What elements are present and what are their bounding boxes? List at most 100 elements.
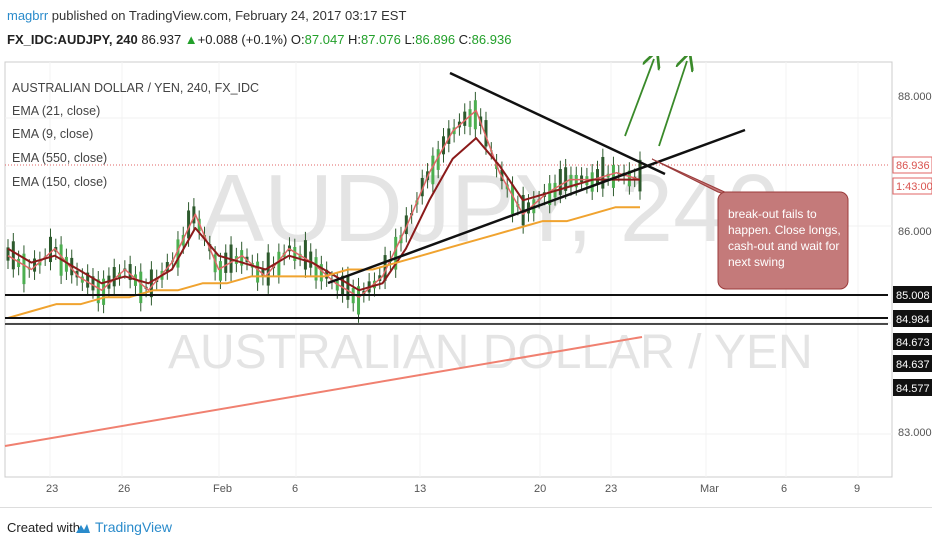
candle bbox=[569, 166, 573, 196]
annotation-line-2: happen. Close longs, bbox=[728, 223, 841, 237]
candle bbox=[149, 261, 153, 306]
symbol-line: FX_IDC:AUDJPY, 240 86.937 ▲+0.088 (+0.1%… bbox=[7, 32, 511, 47]
time-tick-mar: Mar bbox=[700, 483, 719, 495]
watermark-name: AUSTRALIAN DOLLAR / YEN bbox=[168, 326, 813, 379]
price-tick-88: 88.000 bbox=[898, 91, 932, 103]
breakout-arrow-1[interactable] bbox=[624, 59, 654, 137]
series-line-1[interactable] bbox=[7, 137, 640, 292]
candle bbox=[447, 120, 451, 153]
time-tick-9: 9 bbox=[854, 483, 860, 495]
price-tick-86: 86.000 bbox=[898, 226, 932, 238]
current-price-box bbox=[892, 156, 932, 174]
candle bbox=[590, 164, 594, 200]
candle bbox=[638, 151, 642, 200]
level-label-84673: 84.673 bbox=[896, 337, 930, 349]
legend-ema550[interactable]: EMA (550, close) bbox=[12, 151, 107, 165]
price-axis[interactable]: 88.000 86.000 83.000 86.936 1:43:00 85.0… bbox=[892, 91, 932, 439]
annotation-line-3: cash-out and wait for bbox=[728, 239, 839, 253]
last-price: 86.937 bbox=[141, 32, 182, 47]
publish-line: magbrr published on TradingView.com, Feb… bbox=[7, 8, 406, 23]
time-axis[interactable]: 23 26 Feb 6 13 20 23 Mar 6 9 bbox=[46, 483, 860, 495]
resistance-trendline[interactable] bbox=[449, 71, 666, 176]
candle bbox=[601, 148, 605, 197]
candle bbox=[91, 268, 95, 299]
plot-border bbox=[4, 61, 893, 478]
candle bbox=[309, 243, 313, 277]
price-change: +0.088 (+0.1%) bbox=[197, 32, 288, 47]
annotation-line-1: break-out fails to bbox=[728, 207, 817, 221]
candle bbox=[64, 248, 68, 281]
time-tick-6b: 6 bbox=[781, 483, 787, 495]
candle bbox=[564, 158, 568, 200]
level-box-84984 bbox=[893, 310, 932, 327]
tradingview-brand-link[interactable]: TradingView bbox=[95, 519, 173, 535]
candle bbox=[357, 277, 361, 323]
candle bbox=[441, 128, 445, 163]
candle bbox=[33, 250, 37, 280]
candle bbox=[611, 156, 615, 197]
low-value: 86.896 bbox=[415, 32, 456, 47]
lower-indicator-line[interactable] bbox=[4, 336, 643, 447]
candle bbox=[484, 111, 488, 155]
candle bbox=[463, 103, 467, 135]
candle bbox=[192, 198, 196, 232]
countdown-label: 1:43:00 bbox=[896, 181, 932, 193]
watermark-symbol: AUDJPY, 240 bbox=[200, 155, 780, 262]
candle bbox=[293, 238, 297, 270]
level-box-84577 bbox=[893, 379, 932, 396]
level-box-84673 bbox=[893, 333, 932, 350]
candle bbox=[176, 231, 180, 276]
candle bbox=[580, 167, 584, 191]
candle bbox=[48, 228, 52, 271]
support-trendline[interactable] bbox=[327, 128, 746, 285]
legend-ema150[interactable]: EMA (150, close) bbox=[12, 175, 107, 189]
time-tick-23b: 23 bbox=[605, 483, 617, 495]
time-tick-23: 23 bbox=[46, 483, 58, 495]
candle bbox=[346, 266, 350, 309]
candle bbox=[96, 271, 100, 312]
legend-ema21[interactable]: EMA (21, close) bbox=[12, 104, 100, 118]
high-label: H: bbox=[348, 32, 362, 47]
breakout-arrow-2[interactable] bbox=[658, 61, 687, 147]
level-box-85008 bbox=[893, 286, 932, 303]
chart-header: magbrr published on TradingView.com, Feb… bbox=[0, 0, 932, 56]
created-with-label: Created with bbox=[7, 520, 80, 535]
candle bbox=[22, 245, 26, 293]
price-tick-83: 83.000 bbox=[898, 427, 932, 439]
candle bbox=[404, 207, 408, 243]
candle bbox=[468, 100, 472, 136]
candle bbox=[383, 246, 387, 290]
legend-ema9[interactable]: EMA (9, close) bbox=[12, 127, 93, 141]
candle bbox=[548, 175, 552, 214]
candle bbox=[303, 231, 307, 278]
time-tick-13: 13 bbox=[414, 483, 426, 495]
candle bbox=[165, 253, 169, 280]
level-label-84984: 84.984 bbox=[896, 314, 930, 326]
series-line-2[interactable] bbox=[7, 206, 640, 319]
candle bbox=[256, 253, 260, 291]
symbol-ticker[interactable]: FX_IDC:AUDJPY, 240 bbox=[7, 32, 138, 47]
level-label-84577: 84.577 bbox=[896, 383, 930, 395]
time-tick-20: 20 bbox=[534, 483, 546, 495]
candle bbox=[558, 160, 562, 204]
candle bbox=[319, 255, 323, 290]
annotation-callout[interactable]: break-out fails to happen. Close longs, … bbox=[651, 158, 849, 290]
candle bbox=[224, 244, 228, 282]
candle bbox=[139, 263, 143, 312]
high-value: 87.076 bbox=[361, 32, 401, 47]
level-box-84637 bbox=[893, 355, 932, 372]
time-tick-26: 26 bbox=[118, 483, 130, 495]
svg-text:break-out fails to happe: break-out fails to happen. Close longs, … bbox=[728, 207, 844, 269]
candle bbox=[102, 270, 106, 314]
candle bbox=[11, 232, 15, 278]
open-value: 87.047 bbox=[304, 32, 345, 47]
author-link[interactable]: magbrr bbox=[7, 8, 49, 23]
price-chart[interactable]: AUDJPY, 240 AUSTRALIAN DOLLAR / YEN brea… bbox=[0, 56, 932, 507]
countdown-box bbox=[892, 177, 932, 195]
candle bbox=[6, 239, 10, 269]
candle bbox=[436, 140, 440, 179]
publish-info: published on TradingView.com, February 2… bbox=[48, 8, 407, 23]
time-tick-feb: Feb bbox=[213, 483, 232, 495]
low-label: L: bbox=[404, 32, 416, 47]
candle bbox=[128, 255, 132, 289]
